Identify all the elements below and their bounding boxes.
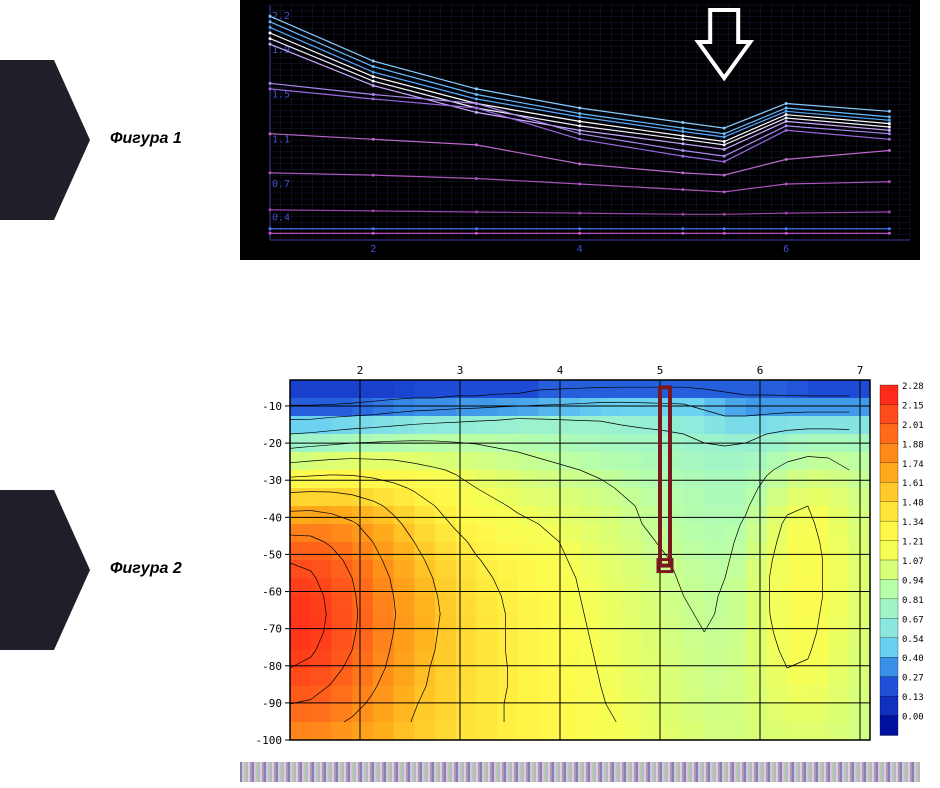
svg-text:2.28: 2.28 bbox=[902, 382, 924, 392]
svg-text:0.13: 0.13 bbox=[902, 693, 924, 703]
svg-text:0.4: 0.4 bbox=[272, 213, 290, 224]
svg-text:1.34: 1.34 bbox=[902, 518, 924, 528]
svg-text:1.48: 1.48 bbox=[902, 499, 924, 509]
svg-text:-90: -90 bbox=[262, 697, 282, 710]
svg-text:5: 5 bbox=[657, 364, 664, 377]
svg-text:6: 6 bbox=[757, 364, 764, 377]
svg-text:-50: -50 bbox=[262, 548, 282, 561]
svg-text:0.27: 0.27 bbox=[902, 674, 924, 684]
svg-text:7: 7 bbox=[857, 364, 864, 377]
svg-text:1.1: 1.1 bbox=[272, 134, 290, 145]
svg-text:2: 2 bbox=[357, 364, 364, 377]
svg-text:1.07: 1.07 bbox=[902, 557, 924, 567]
svg-text:-20: -20 bbox=[262, 437, 282, 450]
svg-text:-40: -40 bbox=[262, 511, 282, 524]
svg-text:3: 3 bbox=[457, 364, 464, 377]
svg-text:1.74: 1.74 bbox=[902, 460, 924, 470]
noise-strip bbox=[240, 762, 920, 782]
figure1-chart: 0.40.71.11.51.92.2246 bbox=[240, 0, 920, 265]
svg-text:0.40: 0.40 bbox=[902, 654, 924, 664]
figure2-label: Фигура 2 bbox=[110, 560, 182, 578]
svg-text:2: 2 bbox=[370, 244, 376, 255]
figure2-chart: 2 3 4 5 6 7 -10 -20 -30 -40 -50 -60 -70 -80 -90 -100 2.2… bbox=[240, 360, 940, 765]
svg-text:-70: -70 bbox=[262, 623, 282, 636]
figure1-label: Фигура 1 bbox=[110, 130, 182, 148]
svg-text:0.7: 0.7 bbox=[272, 179, 290, 190]
svg-text:-80: -80 bbox=[262, 660, 282, 673]
svg-text:2.01: 2.01 bbox=[902, 421, 924, 431]
svg-text:1.61: 1.61 bbox=[902, 479, 924, 489]
svg-text:2.15: 2.15 bbox=[902, 401, 924, 411]
svg-text:-30: -30 bbox=[262, 474, 282, 487]
svg-text:4: 4 bbox=[557, 364, 564, 377]
svg-text:4: 4 bbox=[577, 244, 583, 255]
svg-text:0.54: 0.54 bbox=[902, 635, 924, 645]
svg-text:1.88: 1.88 bbox=[902, 440, 924, 450]
svg-text:0.67: 0.67 bbox=[902, 615, 924, 625]
svg-text:-10: -10 bbox=[262, 400, 282, 413]
svg-text:1.21: 1.21 bbox=[902, 538, 924, 548]
svg-text:6: 6 bbox=[783, 244, 789, 255]
svg-text:0.94: 0.94 bbox=[902, 576, 924, 586]
svg-text:0.00: 0.00 bbox=[902, 713, 924, 723]
hex-marker-1 bbox=[0, 60, 90, 220]
svg-text:-100: -100 bbox=[256, 734, 283, 747]
svg-text:-60: -60 bbox=[262, 586, 282, 599]
svg-text:0.81: 0.81 bbox=[902, 596, 924, 606]
hex-marker-2 bbox=[0, 490, 90, 650]
